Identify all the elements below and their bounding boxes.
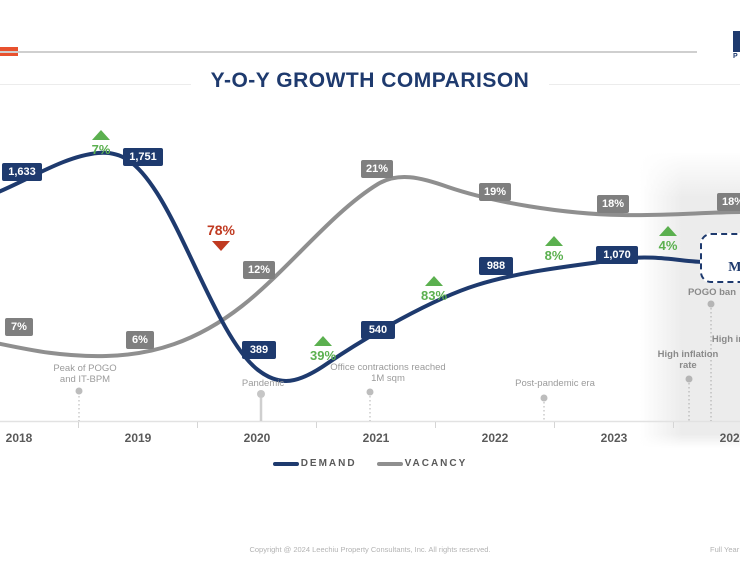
growth-marker-2022: 83%: [417, 276, 451, 303]
vacancy-value-2024: 18%: [717, 193, 740, 211]
x-label-2023: 2023: [600, 431, 628, 445]
vacancy-value-2018: 7%: [5, 318, 33, 336]
chart-legend: DEMAND VACANCY: [0, 458, 740, 469]
growth-marker-2020: 78%: [204, 222, 238, 251]
annotation-stems: [75, 300, 715, 421]
x-label-2019: 2019: [124, 431, 152, 445]
demand-value-2020: 389: [242, 341, 276, 359]
legend-item-demand: DEMAND: [272, 458, 357, 469]
x-label-2021: 2021: [362, 431, 390, 445]
annotation-high-inflation: High inflation rate: [657, 349, 719, 371]
vacancy-value-2020: 12%: [243, 261, 275, 279]
annotation-pandemic: Pandemic: [241, 378, 285, 389]
demand-value-2021: 540: [361, 321, 395, 339]
growth-marker-2024: 4%: [655, 226, 681, 253]
header-rule: [0, 51, 697, 53]
annotation-high-interest: High interest rate: [711, 334, 740, 345]
demand-value-2018: 1,633: [2, 163, 42, 181]
annotation-pogo-ban: POGO ban: [687, 287, 737, 298]
demand-line-icon: [272, 461, 299, 466]
demand-value-2023: 1,070: [596, 246, 638, 264]
growth-marker-2021: 39%: [306, 336, 340, 363]
legend-item-vacancy: VACANCY: [376, 458, 468, 469]
vacancy-value-2022: 19%: [479, 183, 511, 201]
up-triangle-icon: [425, 276, 443, 286]
company-logo-text: P: [733, 53, 738, 60]
demand-value-2022: 988: [479, 257, 513, 275]
page-title: Y-O-Y GROWTH COMPARISON: [190, 69, 550, 93]
x-label-2018: 2018: [5, 431, 33, 445]
vacancy-line-icon: [376, 461, 403, 466]
demand-value-2019: 1,751: [123, 148, 163, 166]
annotation-post-pandemic: Post-pandemic era: [515, 378, 595, 389]
up-triangle-icon: [545, 236, 563, 246]
demand-line: [0, 150, 710, 383]
x-label-2024: 2024: [719, 431, 740, 445]
vacancy-value-2021: 21%: [361, 160, 393, 178]
growth-marker-2023: 8%: [541, 236, 567, 263]
up-triangle-icon: [92, 130, 110, 140]
x-axis-ticks: [78, 422, 674, 428]
up-triangle-icon: [314, 336, 332, 346]
up-triangle-icon: [659, 226, 677, 236]
x-label-2020: 2020: [243, 431, 271, 445]
demand-2024-callout: 1.1 Million: [700, 233, 740, 283]
report-edition-text: Full Year 2024: [710, 545, 740, 554]
vacancy-value-2023: 18%: [597, 195, 629, 213]
copyright-text: Copyright @ 2024 Leechiu Property Consul…: [249, 545, 491, 554]
down-triangle-icon: [212, 241, 230, 251]
growth-marker-2019: 7%: [88, 130, 114, 157]
x-label-2022: 2022: [481, 431, 509, 445]
company-logo: [733, 31, 740, 52]
annotation-office-contractions: Office contractions reached 1M sqm: [330, 362, 446, 384]
vacancy-value-2019: 6%: [126, 331, 154, 349]
annotation-peak-pogo: Peak of POGO and IT-BPM: [53, 363, 117, 385]
